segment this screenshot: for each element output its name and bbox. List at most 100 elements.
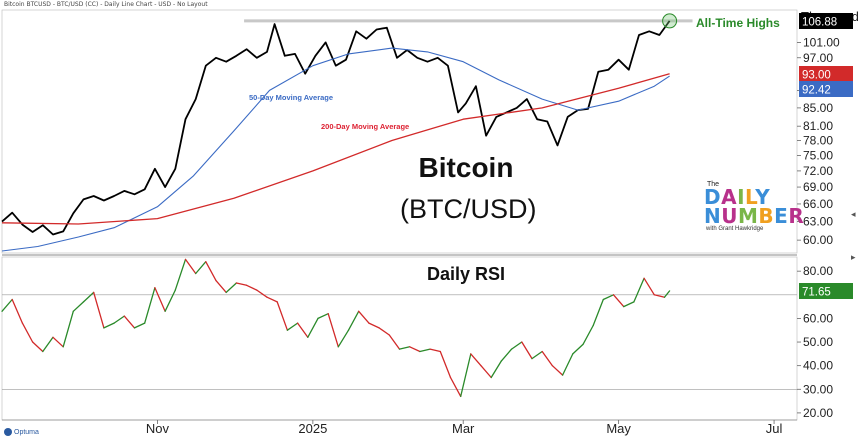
rsi-line-segment[interactable]: [521, 341, 533, 360]
rsi-line-segment[interactable]: [113, 315, 125, 324]
optuma-logo-text: Optuma: [14, 428, 39, 436]
rsi-y-tick-label: 40.00: [803, 359, 833, 373]
ma200-line[interactable]: [1, 73, 670, 225]
rsi-line-segment[interactable]: [184, 258, 197, 275]
rsi-line-segment[interactable]: [409, 346, 421, 353]
rsi-line-segment[interactable]: [388, 334, 401, 350]
rsi-line-segment[interactable]: [439, 350, 452, 379]
rsi-line-segment[interactable]: [195, 261, 207, 275]
panel-scroll-handle-icon[interactable]: ▸: [851, 253, 856, 263]
price-y-tick-label: 69.00: [803, 180, 833, 194]
price-y-tick-label: 63.00: [803, 215, 833, 229]
rsi-line-segment[interactable]: [510, 341, 523, 350]
price-y-tick-label: 72.00: [803, 164, 833, 178]
rsi-line-segment[interactable]: [103, 322, 115, 329]
rsi-line-segment[interactable]: [612, 294, 625, 308]
rsi-line-segment[interactable]: [582, 324, 594, 346]
rsi-line-segment[interactable]: [276, 301, 289, 331]
price-value-tag-bg: [799, 13, 853, 29]
rsi-line-segment[interactable]: [449, 376, 462, 398]
rsi-line-segment[interactable]: [286, 322, 299, 331]
rsi-line-segment[interactable]: [419, 348, 431, 353]
rsi-line-segment[interactable]: [215, 279, 227, 294]
rsi-line-segment[interactable]: [551, 365, 564, 376]
ma50-value-tag-bg: [799, 81, 853, 97]
rsi-line-segment[interactable]: [541, 350, 554, 367]
rsi-line-segment[interactable]: [174, 258, 187, 291]
rsi-line-segment[interactable]: [205, 261, 217, 282]
rsi-line-segment[interactable]: [398, 346, 411, 350]
rsi-line-segment[interactable]: [633, 277, 645, 303]
rsi-line-segment[interactable]: [296, 322, 309, 338]
rsi-line-segment[interactable]: [429, 348, 441, 353]
rsi-value-tag-bg: [799, 283, 853, 299]
rsi-line-segment[interactable]: [327, 313, 339, 348]
rsi-line-segment[interactable]: [62, 310, 74, 348]
ma50-line[interactable]: [1, 47, 670, 252]
rsi-line-segment[interactable]: [82, 291, 95, 303]
rsi-line-segment[interactable]: [368, 322, 380, 329]
ma200-label: 200-Day Moving Average: [321, 122, 410, 131]
rsi-line-segment[interactable]: [154, 287, 166, 312]
rsi-line-segment[interactable]: [572, 343, 584, 355]
rsi-line-segment[interactable]: [531, 350, 543, 360]
rsi-y-tick-label: 30.00: [803, 382, 833, 396]
brand-letter: M: [738, 204, 759, 228]
brand-logo: The DAILY NUMBER with Grant Hawkridge: [704, 181, 804, 232]
brand-letter: D: [704, 185, 722, 209]
rsi-line-segment[interactable]: [623, 301, 635, 308]
rsi-line-segment[interactable]: [480, 365, 492, 379]
rsi-line-segment[interactable]: [266, 296, 278, 303]
rsi-line-segment[interactable]: [663, 290, 671, 298]
rsi-line-segment[interactable]: [358, 310, 370, 324]
rsi-line-segment[interactable]: [144, 287, 156, 324]
rsi-line-segment[interactable]: [52, 336, 64, 348]
brand-letter: R: [788, 204, 805, 228]
rsi-line-segment[interactable]: [500, 348, 513, 362]
panel-scroll-handle-icon[interactable]: ◂: [851, 210, 856, 220]
price-y-tick-label: 75.00: [803, 148, 833, 162]
rsi-line-segment[interactable]: [653, 294, 666, 298]
rsi-line-segment[interactable]: [470, 353, 482, 367]
rsi-line-segment[interactable]: [133, 322, 146, 329]
rsi-line-segment[interactable]: [21, 322, 34, 343]
rsi-title: Daily RSI: [426, 264, 506, 284]
rsi-line-segment[interactable]: [602, 294, 615, 301]
price-y-tick-label: 85.00: [803, 101, 833, 115]
rsi-line-segment[interactable]: [1, 298, 13, 312]
rsi-line-segment[interactable]: [256, 289, 268, 298]
rsi-line-segment[interactable]: [561, 353, 574, 376]
rsi-line-segment[interactable]: [307, 317, 319, 338]
rsi-line-segment[interactable]: [42, 336, 54, 353]
price-y-tick-label: 97.00: [803, 51, 833, 65]
rsi-line-segment[interactable]: [592, 298, 604, 327]
rsi-line-segment[interactable]: [225, 282, 238, 294]
price-line[interactable]: [1, 20, 671, 236]
rsi-y-tick-label: 20.00: [803, 406, 833, 420]
brand-letter: I: [737, 185, 746, 209]
ma200-value-tag-bg: [799, 66, 853, 82]
rsi-line-segment[interactable]: [347, 310, 360, 331]
rsi-y-tick-label: 50.00: [803, 335, 833, 349]
rsi-line-segment[interactable]: [643, 277, 655, 296]
rsi-line-segment[interactable]: [378, 327, 390, 336]
rsi-line-segment[interactable]: [490, 360, 503, 379]
rsi-line-segment[interactable]: [11, 298, 24, 324]
rsi-line-segment[interactable]: [31, 341, 44, 353]
rsi-line-segment[interactable]: [317, 313, 329, 320]
ath-circle-marker[interactable]: [662, 13, 678, 29]
brand-letter: U: [721, 204, 738, 228]
rsi-line-segment[interactable]: [93, 291, 105, 329]
optuma-logo: Optuma: [4, 428, 39, 436]
price-y-tick-label: 66.00: [803, 197, 833, 211]
rsi-line-segment[interactable]: [460, 353, 472, 398]
rsi-line-segment[interactable]: [123, 315, 136, 329]
rsi-line-segment[interactable]: [245, 284, 258, 291]
brand-letter: E: [774, 204, 789, 228]
rsi-y-tick-label: 80.00: [803, 264, 833, 278]
rsi-line-segment[interactable]: [235, 282, 248, 286]
rsi-line-segment[interactable]: [337, 329, 350, 348]
rsi-line-segment[interactable]: [72, 301, 85, 312]
rsi-line-segment[interactable]: [164, 289, 176, 312]
